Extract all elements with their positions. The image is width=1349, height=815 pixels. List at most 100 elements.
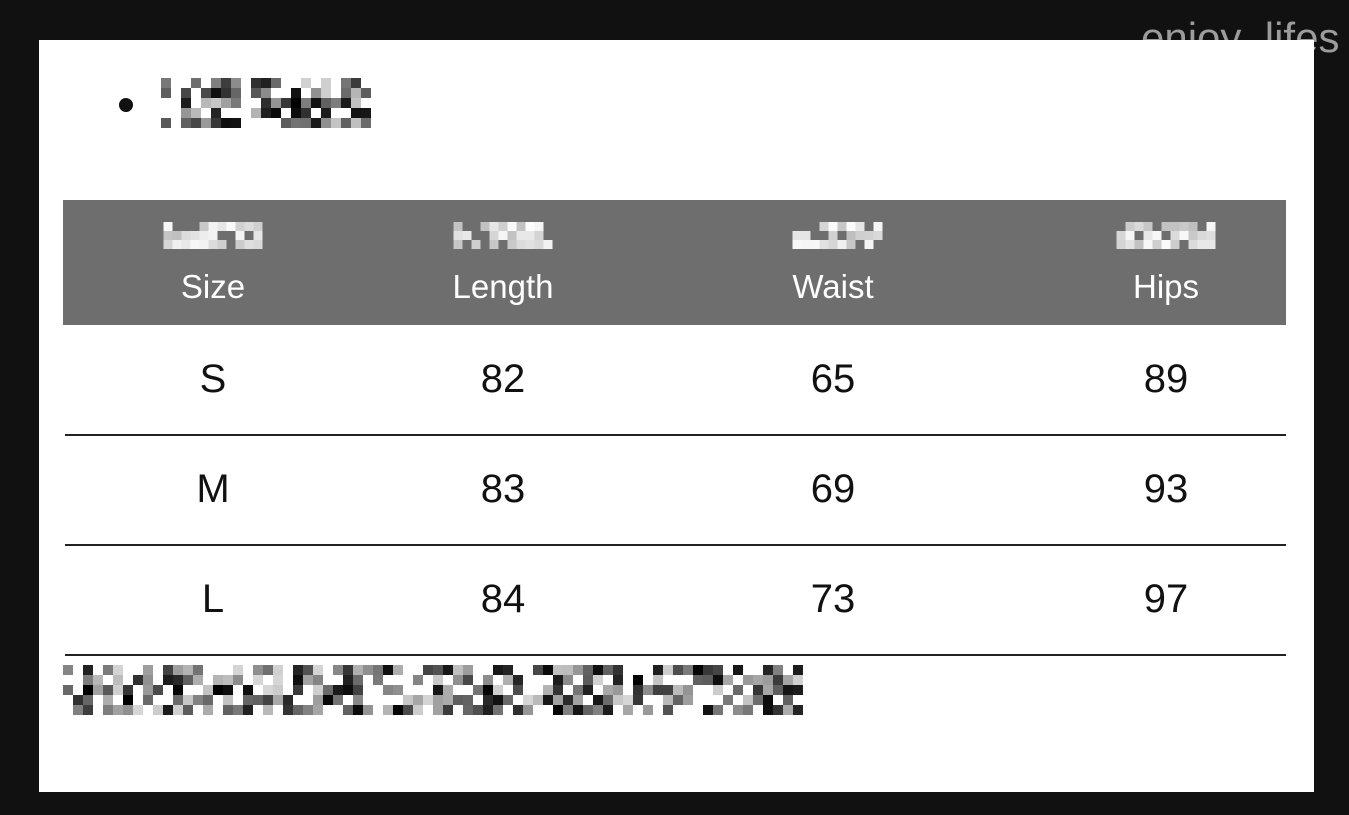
mosaic-pixel: [453, 685, 463, 695]
mosaic-pixel: [103, 695, 113, 705]
header-label: Hips: [1132, 268, 1200, 305]
mosaic-pixel: [73, 685, 83, 695]
mosaic-pixel: [263, 695, 273, 705]
mosaic-pixel: [801, 231, 811, 240]
mosaic-pixel: [743, 695, 753, 705]
mosaic-pixel: [323, 705, 333, 715]
mosaic-pixel: [763, 705, 773, 715]
mosaic-pixel: [113, 705, 123, 715]
mosaic-pixel: [173, 705, 183, 715]
mosaic-pixel: [525, 231, 535, 240]
mosaic-pixel: [293, 665, 303, 675]
mosaic-pixel: [193, 695, 203, 705]
mosaic-pixel: [291, 118, 301, 128]
mosaic-pixel: [423, 685, 433, 695]
mosaic-pixel: [413, 665, 423, 675]
mosaic-pixel: [613, 665, 623, 675]
mosaic-pixel: [783, 695, 793, 705]
mosaic-pixel: [203, 685, 213, 695]
mosaic-pixel: [593, 695, 603, 705]
mosaic-pixel: [483, 695, 493, 705]
mosaic-pixel: [211, 118, 221, 128]
mosaic-pixel: [163, 665, 173, 675]
mosaic-pixel: [583, 695, 593, 705]
mosaic-pixel: [313, 695, 323, 705]
mosaic-pixel: [663, 665, 673, 675]
mosaic-pixel: [253, 695, 263, 705]
mosaic-pixel: [253, 665, 263, 675]
mosaic-pixel: [244, 240, 254, 249]
mosaic-pixel: [703, 675, 713, 685]
mosaic-pixel: [343, 695, 353, 705]
mosaic-pixel: [623, 705, 633, 715]
mosaic-pixel: [873, 222, 883, 231]
mosaic-pixel: [261, 78, 271, 88]
mosaic-pixel: [792, 240, 802, 249]
mosaic-pixel: [810, 240, 820, 249]
mosaic-pixel: [231, 88, 241, 98]
mosaic-pixel: [773, 695, 783, 705]
mosaic-pixel: [153, 675, 163, 685]
mosaic-pixel: [423, 665, 433, 675]
mosaic-pixel: [653, 665, 663, 675]
cell-size: M: [196, 467, 230, 511]
mosaic-pixel: [544, 222, 553, 231]
mosaic-pixel: [1179, 231, 1189, 240]
mosaic-pixel: [153, 665, 163, 675]
mosaic-pixel: [261, 98, 271, 108]
mosaic-pixel: [523, 705, 533, 715]
mosaic-pixel: [190, 240, 200, 249]
mosaic-pixel: [453, 665, 463, 675]
mosaic-pixel: [263, 705, 273, 715]
mosaic-pixel: [653, 705, 663, 715]
mosaic-pixel: [133, 705, 143, 715]
mosaic-pixel: [227, 240, 236, 249]
mosaic-pixel: [283, 695, 293, 705]
cell-waist: 69: [810, 467, 856, 511]
mosaic-pixel: [1179, 222, 1189, 231]
mosaic-pixel: [507, 222, 517, 231]
mosaic-pixel: [613, 675, 623, 685]
mosaic-pixel: [443, 665, 453, 675]
pixelated-title: [161, 78, 371, 128]
mosaic-pixel: [363, 665, 373, 675]
mosaic-pixel: [828, 231, 838, 240]
mosaic-pixel: [773, 675, 783, 685]
mosaic-pixel: [253, 675, 263, 685]
mosaic-pixel: [453, 231, 463, 240]
mosaic-pixel: [181, 240, 191, 249]
mosaic-pixel: [303, 705, 313, 715]
mosaic-pixel: [231, 98, 241, 108]
mosaic-pixel: [341, 118, 351, 128]
mosaic-pixel: [303, 685, 313, 695]
mosaic-pixel: [653, 675, 663, 685]
mosaic-pixel: [251, 108, 261, 118]
mosaic-pixel: [855, 231, 865, 240]
mosaic-pixel: [603, 705, 613, 715]
mosaic-pixel: [123, 675, 133, 685]
mosaic-pixel: [261, 108, 271, 118]
mosaic-pixel: [753, 675, 763, 685]
mosaic-pixel: [603, 685, 613, 695]
mosaic-pixel: [713, 705, 723, 715]
mosaic-pixel: [643, 705, 653, 715]
mosaic-pixel: [811, 231, 820, 240]
mosaic-pixel: [201, 108, 211, 118]
mosaic-pixel: [353, 705, 363, 715]
mosaic-pixel: [1180, 240, 1189, 249]
mosaic-pixel: [383, 695, 393, 705]
mosaic-pixel: [199, 240, 209, 249]
mosaic-pixel: [763, 685, 773, 695]
mosaic-pixel: [683, 695, 693, 705]
mosaic-pixel: [623, 665, 633, 675]
mosaic-pixel: [213, 665, 223, 675]
mosaic-pixel: [182, 222, 191, 231]
mosaic-pixel: [403, 685, 413, 695]
mosaic-pixel: [323, 695, 333, 705]
mosaic-pixel: [63, 665, 73, 675]
cell-length: 82: [480, 357, 526, 401]
mosaic-pixel: [673, 665, 683, 675]
mosaic-pixel: [653, 695, 663, 705]
mosaic-pixel: [143, 705, 153, 715]
mosaic-pixel: [123, 665, 133, 675]
